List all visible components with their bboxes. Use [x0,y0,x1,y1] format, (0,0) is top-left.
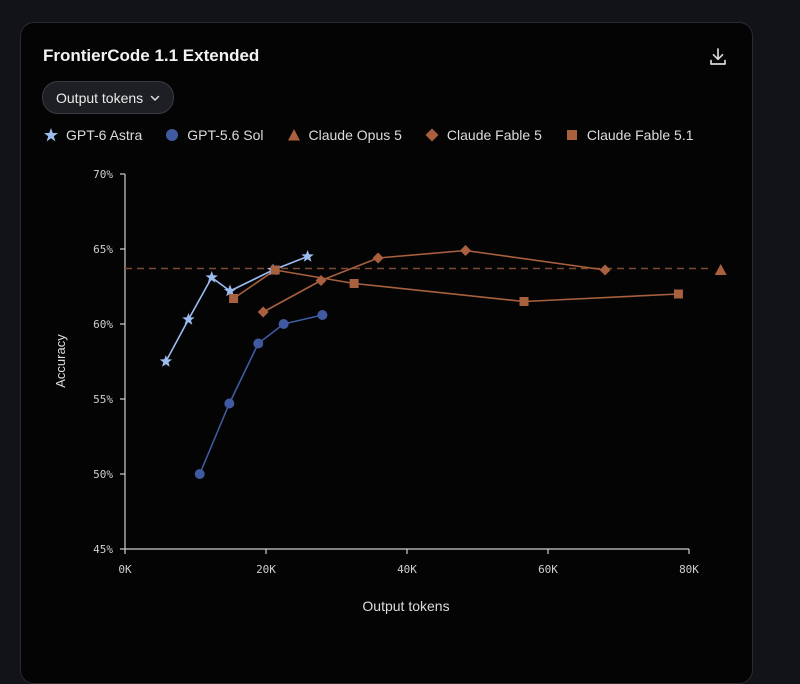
download-icon [710,48,726,65]
dropdown-label: Output tokens [56,89,144,106]
chart-card: FrontierCode 1.1 Extended Output tokens … [20,22,753,684]
y-tick-label: 45% [93,543,113,556]
circle-marker-icon [166,129,179,141]
series-line-claude-fable-5-1 [233,269,679,303]
series-line-gpt-5-6-sol [198,314,323,475]
data-point-claude-fable-5 [315,275,327,286]
legend-label: Claude Fable 5 [446,127,542,143]
data-point-claude-fable-5-1 [229,294,239,303]
data-point-claude-fable-5-1 [349,279,359,288]
chevron-down-icon [150,95,160,101]
legend-item-claude-opus-5[interactable]: Claude Opus 5 [286,127,402,143]
data-point-gpt-5-6-sol [194,469,205,479]
diamond-marker-icon [425,128,439,142]
chart-title: FrontierCode 1.1 Extended [43,46,260,65]
legend-item-claude-fable-5-1[interactable]: Claude Fable 5.1 [564,127,694,143]
square-marker-icon [566,130,577,140]
data-point-claude-fable-5 [372,252,384,264]
legend-item-gpt56-sol[interactable]: GPT-5.6 Sol [164,127,264,143]
data-point-gpt-5-6-sol [253,338,264,349]
metric-dropdown[interactable]: Output tokens [42,81,175,114]
data-point-claude-fable-5-1 [270,265,280,275]
chart-axes: Accuracy Output tokens [53,174,689,614]
download-button[interactable] [707,46,729,68]
data-point-claude-fable-5-1 [519,297,529,306]
y-tick-label: 50% [93,468,113,481]
data-point-gpt-5-6-sol [224,398,235,409]
data-point-gpt-6-astra [205,271,218,283]
y-tick-label: 55% [93,393,113,406]
chart-legend: GPT-6 Astra GPT-5.6 Sol Claude Opus 5 Cl… [43,127,694,143]
x-tick-label: 60K [538,563,558,576]
data-point-claude-fable-5 [460,245,472,256]
data-point-claude-opus-5 [714,264,727,275]
star-marker-icon [44,128,58,142]
x-tick-label: 80K [679,563,699,576]
triangle-marker-icon [287,129,300,141]
y-tick-label: 65% [93,243,113,256]
legend-label: GPT-5.6 Sol [187,127,264,143]
legend-item-claude-fable-5[interactable]: Claude Fable 5 [424,127,542,143]
x-axis-label: Output tokens [362,598,449,614]
data-point-gpt-6-astra [159,355,173,367]
legend-label: GPT-6 Astra [66,127,143,143]
legend-item-gpt6-astra[interactable]: GPT-6 Astra [43,127,142,143]
x-tick-label: 0K [118,563,132,576]
y-tick-label: 60% [93,318,113,331]
data-point-gpt-6-astra [182,313,195,325]
x-tick-label: 40K [397,563,417,576]
x-tick-label: 20K [256,563,276,576]
data-point-claude-fable-5 [257,306,269,318]
y-tick-label: 70% [93,168,113,181]
series-line-claude-fable-5 [262,249,606,313]
y-axis-label: Accuracy [53,334,68,388]
data-point-gpt-6-astra [301,250,314,262]
data-point-gpt-6-astra [223,284,237,297]
legend-label: Claude Opus 5 [308,127,402,143]
data-point-gpt-5-6-sol [317,310,328,320]
legend-label: Claude Fable 5.1 [586,127,694,143]
data-point-claude-fable-5-1 [673,289,683,299]
chart-plot: Accuracy Output tokens 45% 50% 55% 60% 65% 70… [53,168,727,614]
data-point-claude-fable-5 [599,264,611,276]
data-point-gpt-5-6-sol [278,319,289,329]
